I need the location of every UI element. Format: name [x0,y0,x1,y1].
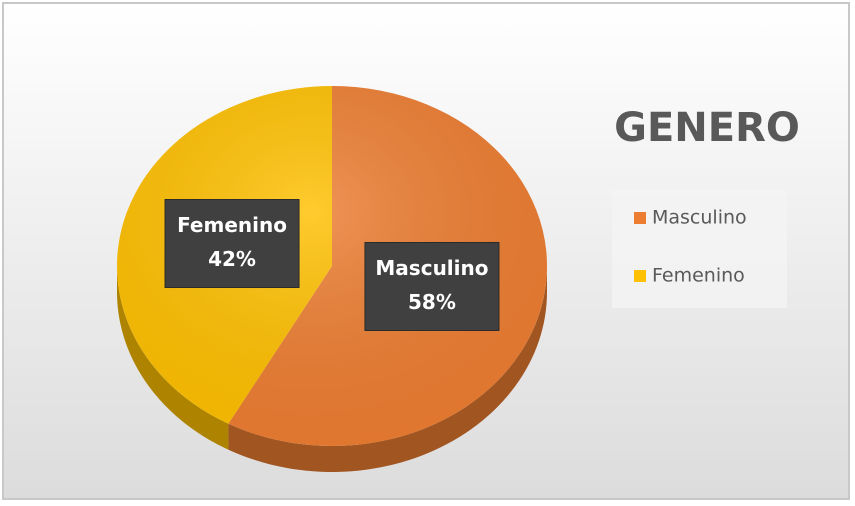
data-label-box [364,241,500,331]
legend-marker [634,212,646,224]
legend-label: Femenino [652,265,745,287]
legend-label: Masculino [652,207,747,229]
data-label-value: 42% [208,247,256,271]
data-label-value: 58% [408,290,456,314]
data-label-category: Masculino [375,256,488,280]
legend-marker [634,270,646,282]
data-label-box [164,199,300,289]
chart-title: GENERO [614,105,800,151]
legend-box [612,190,787,308]
data-label-category: Femenino [177,213,287,237]
